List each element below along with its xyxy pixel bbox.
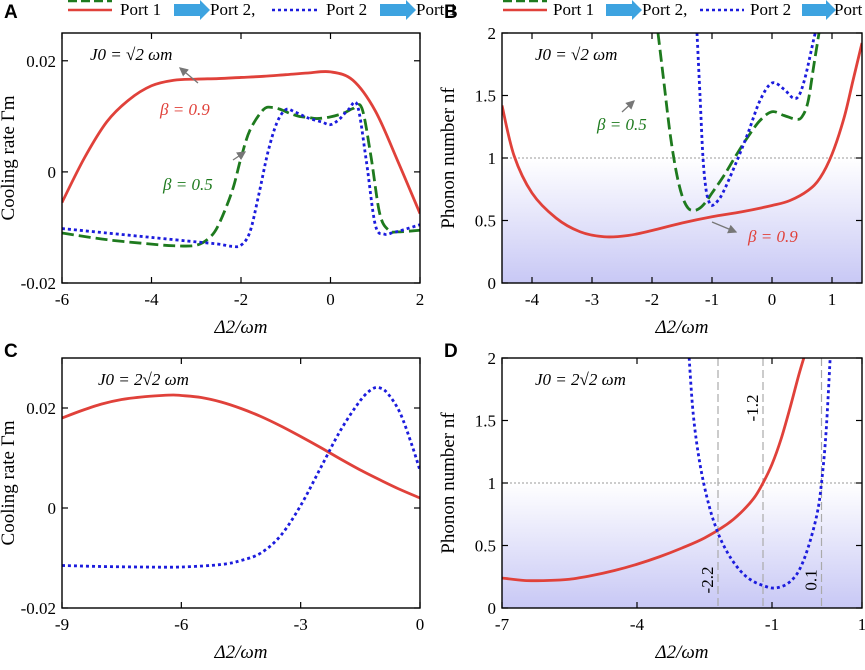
legend-arrow-2 xyxy=(380,0,416,20)
curve-label: β = 0.5 xyxy=(596,115,647,134)
x-tick-label: -6 xyxy=(174,615,188,634)
y-tick-label: 0 xyxy=(488,274,497,293)
x-tick-label: -3 xyxy=(294,615,308,634)
x-axis-label: Δ2/ωm xyxy=(213,642,267,663)
vline-label: 0.1 xyxy=(802,569,821,590)
y-tick-label: 0 xyxy=(488,599,497,618)
series-line-dotted xyxy=(62,100,420,249)
x-tick-label: -1 xyxy=(765,615,779,634)
x-tick-label: -2 xyxy=(234,290,248,309)
legend-b-port1-label: Port 1 xyxy=(553,0,594,19)
x-tick-label: -9 xyxy=(55,615,69,634)
panel-c: -9 -6 -3 0 -0.02 0 0.02 Δ2/ωm Cooling rate Γm C J0… xyxy=(0,341,424,663)
label-arrow xyxy=(179,67,199,84)
panel-a: -6 -4 -2 0 2 -0.02 0 0.02 Δ2/ωm Cooling rate Γm A J… xyxy=(0,2,424,338)
x-axis-label: Δ2/ωm xyxy=(654,642,708,663)
panel-title: C xyxy=(4,341,18,362)
legend-b-port1b-label: Port 1 xyxy=(834,0,865,19)
series-line-solid xyxy=(62,393,420,500)
coupling-annotation: J0 = 2√2 ωm xyxy=(98,370,189,389)
y-tick-label: 1 xyxy=(488,149,497,168)
x-tick-label: -7 xyxy=(495,615,510,634)
legend-b-port2-label: Port 2, xyxy=(642,0,687,19)
legend: Port 1 Port 2, Port 2 Port 1 xyxy=(68,0,457,20)
x-tick-label: -6 xyxy=(55,290,69,309)
curve-label: β = 0.9 xyxy=(747,227,798,246)
x-tick-label: -2 xyxy=(645,290,659,309)
coupling-annotation: J0 = 2√2 ωm xyxy=(535,370,626,389)
x-tick-label: -4 xyxy=(630,615,645,634)
y-tick-label: -0.02 xyxy=(21,274,56,293)
legend-port1-label: Port 1 xyxy=(120,0,161,19)
x-tick-label: 0 xyxy=(416,615,425,634)
y-axis-label: Phonon number nf xyxy=(438,412,459,554)
y-tick-label: 0 xyxy=(48,163,57,182)
legend-port2b-label: Port 2 xyxy=(326,0,367,19)
panel-b: -4 -3 -2 -1 0 1 0 0.5 1 1.5 2 Δ2/ωm Phonon number nf… xyxy=(438,2,863,338)
label-arrow xyxy=(621,100,635,113)
series-line-solid xyxy=(502,358,806,583)
x-tick-label: -4 xyxy=(144,290,159,309)
x-tick-label: 2 xyxy=(416,290,425,309)
x-tick-label: -1 xyxy=(705,290,719,309)
y-axis-label: Cooling rate Γm xyxy=(0,420,19,545)
legend-b-arrow-1 xyxy=(606,0,642,20)
series-line-solid xyxy=(502,42,862,239)
legend-b-arrow-2 xyxy=(802,0,836,20)
coupling-annotation: J0 = √2 ωm xyxy=(535,45,617,64)
x-tick-label: 1 xyxy=(858,615,865,634)
shaded-region xyxy=(502,483,862,608)
y-tick-label: 2 xyxy=(488,349,497,368)
curve-label: β = 0.9 xyxy=(159,100,210,119)
y-tick-label: 1.5 xyxy=(475,87,496,106)
plot-frame xyxy=(61,357,421,609)
coupling-annotation: J0 = √2 ωm xyxy=(90,45,172,64)
y-tick-label: -0.02 xyxy=(21,599,56,618)
y-tick-label: 0.02 xyxy=(26,399,56,418)
label-arrow xyxy=(232,151,247,161)
y-tick-label: 0.5 xyxy=(475,212,496,231)
label-arrow xyxy=(711,221,738,234)
x-tick-label: -4 xyxy=(525,290,540,309)
y-tick-label: 0 xyxy=(48,499,57,518)
x-tick-label: 0 xyxy=(326,290,335,309)
y-axis-label: Cooling rate Γm xyxy=(0,95,19,220)
panel-title: A xyxy=(4,2,18,23)
y-axis-label: Phonon number nf xyxy=(438,87,459,229)
y-tick-label: 2 xyxy=(488,24,497,43)
vline-label: -1.2 xyxy=(743,395,762,422)
series-line-dotted xyxy=(687,358,832,590)
x-axis-label: Δ2/ωm xyxy=(654,317,708,338)
series-line-dashed xyxy=(656,33,821,212)
curve-label: β = 0.5 xyxy=(162,175,213,194)
legend-arrow-1 xyxy=(174,0,210,20)
y-tick-label: 1.5 xyxy=(475,412,496,431)
x-axis-label: Δ2/ωm xyxy=(213,317,267,338)
vline-label: -2.2 xyxy=(698,567,717,594)
panel-d: -2.2 -1.2 0.1 -7 -4 -1 1 0 0.5 1 1.5 2 Δ2/ωm Phonon n… xyxy=(438,341,865,663)
x-tick-label: -3 xyxy=(585,290,599,309)
shaded-region xyxy=(502,158,862,283)
series-line-dotted xyxy=(695,33,817,207)
x-tick-label: 0 xyxy=(768,290,777,309)
panel-title: D xyxy=(444,341,458,362)
series-line-dotted xyxy=(62,386,420,569)
legend-port1b-label: Port 1 xyxy=(416,0,457,19)
panel-title: B xyxy=(444,2,458,23)
y-tick-label: 1 xyxy=(488,474,497,493)
legend-b-port2b-label: Port 2 xyxy=(750,0,791,19)
x-tick-label: 1 xyxy=(828,290,837,309)
series-line-dashed xyxy=(62,103,420,248)
y-tick-label: 0.02 xyxy=(26,52,56,71)
legend-port2-label: Port 2, xyxy=(210,0,255,19)
legend-b: Port 1 Port 2, Port 2 Port 1 xyxy=(503,0,865,20)
y-tick-label: 0.5 xyxy=(475,537,496,556)
series-line-solid xyxy=(62,70,420,215)
